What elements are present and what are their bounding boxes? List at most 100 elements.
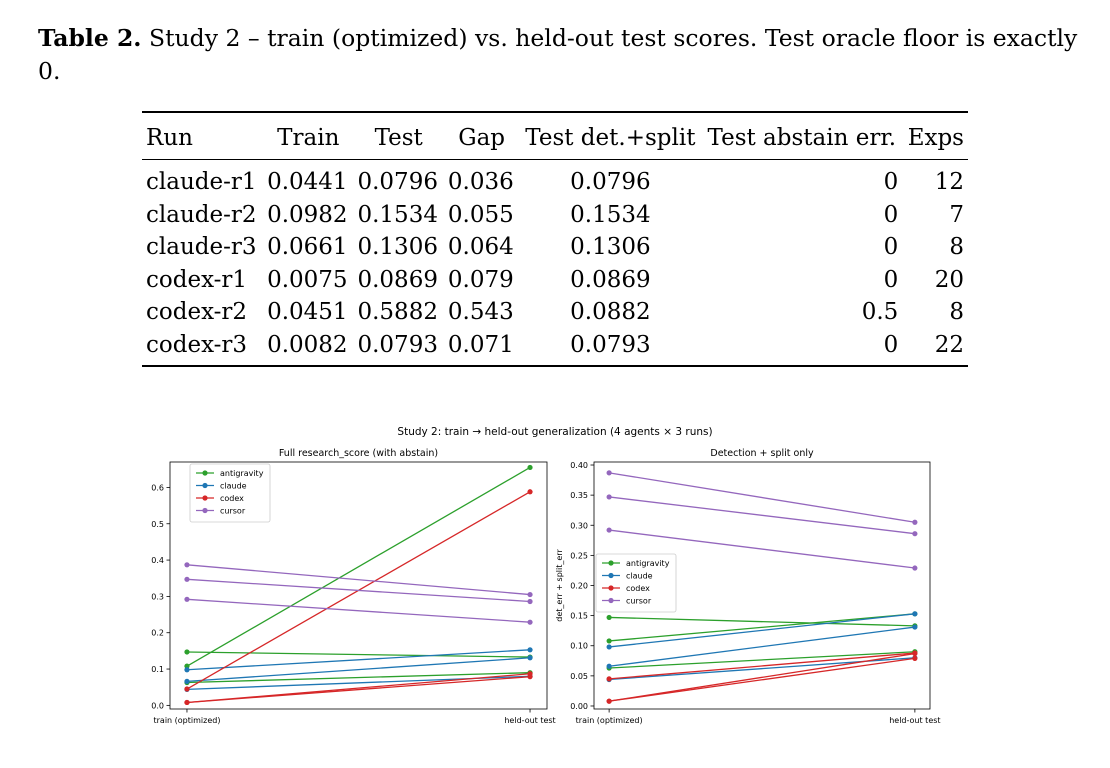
legend-marker-antigravity (202, 470, 208, 476)
axes-frame (169, 461, 548, 710)
data-point-claude (527, 647, 533, 653)
legend-marker-codex (608, 585, 614, 591)
header-exps: Exps (902, 111, 968, 160)
data-point-cursor (184, 562, 190, 568)
data-point-antigravity (527, 464, 533, 471)
y-tick-label: 0.0 (151, 701, 164, 710)
cell-train: 0.0982 (267, 201, 348, 228)
cell-train: 0.0075 (267, 266, 348, 293)
cell-gap: 0.543 (447, 299, 514, 326)
cell-run: claude-r3 (146, 234, 257, 261)
table-header-row: Run Train Test Gap Test det.+split Test … (142, 111, 968, 160)
cell-test-abstain-err: 0 (701, 328, 903, 367)
data-point-cursor (184, 576, 190, 582)
header-test-det-split: Test det.+split (519, 111, 702, 160)
cell-test-det-split: 0.0882 (570, 299, 651, 326)
legend-label-codex: codex (220, 494, 244, 503)
cell-test: 0.5882 (357, 299, 438, 326)
y-tick-label: 0.5 (151, 520, 164, 529)
cell-train: 0.0661 (267, 234, 348, 261)
figure-study2: Study 2: train → held-out generalization… (151, 426, 940, 725)
legend-marker-claude (608, 572, 614, 579)
data-point-codex (527, 674, 533, 680)
y-tick-label: 0.10 (570, 642, 588, 651)
header-train: Train (263, 111, 354, 160)
data-point-claude (912, 624, 918, 630)
series-line-cursor (609, 472, 915, 523)
series-line-antigravity (186, 651, 531, 658)
data-point-codex (912, 655, 918, 661)
legend-box (595, 553, 677, 613)
cell-test-det-split: 0.1306 (570, 234, 651, 261)
cell-test: 0.1534 (357, 201, 438, 228)
data-point-cursor (606, 494, 612, 500)
y-tick-label: 0.30 (570, 521, 588, 530)
cell-train: 0.0451 (267, 299, 348, 326)
cell-exps: 20 (934, 266, 964, 293)
y-tick-label: 0.40 (570, 461, 588, 470)
series-line-codex (186, 676, 531, 704)
cell-exps: 7 (949, 201, 964, 228)
data-point-cursor (912, 519, 918, 525)
series-line-codex (609, 652, 915, 702)
caption-label: Table 2. (38, 24, 142, 52)
cell-test-abstain-err: 0.5 (861, 299, 899, 326)
y-tick-label: 0.4 (151, 556, 164, 565)
header-run: Run (142, 111, 264, 160)
data-point-claude (912, 611, 918, 617)
cell-train: 0.0441 (267, 169, 348, 196)
data-point-cursor (527, 619, 533, 625)
legend-box (189, 463, 271, 523)
legend-label-cursor: cursor (626, 597, 652, 606)
data-point-cursor (912, 531, 918, 537)
legend-marker-cursor (202, 507, 208, 514)
cell-test-abstain-err: 0 (883, 266, 899, 293)
cell-test-det-split: 0.0793 (519, 328, 702, 367)
table-row: codex-r3 0.0082 0.0793 0.071 0.0793 0 22 (142, 328, 968, 367)
legend-label-antigravity: antigravity (220, 469, 264, 478)
cell-test-abstain-err: 0 (883, 234, 899, 261)
series-line-cursor (609, 496, 915, 535)
cell-gap: 0.064 (447, 234, 514, 261)
table-row: codex-r1 0.0075 0.0869 0.079 0.0869 0 20 (142, 264, 968, 297)
axes-frame (593, 461, 931, 710)
y-tick-label: 0.2 (151, 629, 164, 638)
data-point-cursor (527, 591, 533, 598)
data-point-cursor (527, 598, 533, 605)
cell-gap: 0.079 (447, 266, 514, 293)
data-point-claude (184, 678, 190, 684)
series-line-antigravity (186, 672, 531, 684)
cell-run: claude-r2 (146, 201, 257, 228)
results-table: Run Train Test Gap Test det.+split Test … (142, 111, 968, 367)
y-tick-label: 0.00 (570, 702, 588, 711)
series-line-codex (609, 652, 915, 680)
header-test: Test (353, 111, 444, 160)
series-line-cursor (609, 529, 915, 569)
series-line-antigravity (186, 466, 531, 667)
data-point-cursor (184, 596, 190, 602)
cell-train: 0.0082 (263, 328, 354, 367)
cell-test-det-split: 0.0796 (570, 169, 651, 196)
cell-exps: 12 (934, 169, 964, 196)
legend-marker-claude (202, 482, 208, 489)
data-point-codex (606, 698, 612, 704)
data-point-codex (184, 699, 190, 706)
y-tick-label: 0.20 (570, 582, 588, 591)
series-line-antigravity (609, 651, 915, 669)
data-point-claude (527, 655, 533, 661)
y-tick-label: 0.05 (570, 672, 588, 681)
cell-run: codex-r2 (146, 299, 248, 326)
caption-text: Study 2 – train (optimized) vs. held-out… (38, 24, 1078, 85)
cell-exps: 22 (902, 328, 968, 367)
panel-full-research-score: Full research_score (with abstain) 0.0 0.1… (151, 448, 555, 725)
cell-test: 0.0793 (353, 328, 444, 367)
cell-exps: 8 (949, 299, 964, 326)
legend-label-codex: codex (626, 584, 650, 593)
legend-marker-cursor (608, 597, 614, 604)
data-point-cursor (606, 470, 612, 476)
x-tick-label: train (optimized) (576, 716, 643, 725)
table-row: codex-r2 0.0451 0.5882 0.543 0.0882 0.5 … (142, 296, 968, 329)
cell-run: codex-r1 (146, 266, 248, 293)
series-line-codex (609, 657, 915, 702)
cell-exps: 8 (949, 234, 964, 261)
